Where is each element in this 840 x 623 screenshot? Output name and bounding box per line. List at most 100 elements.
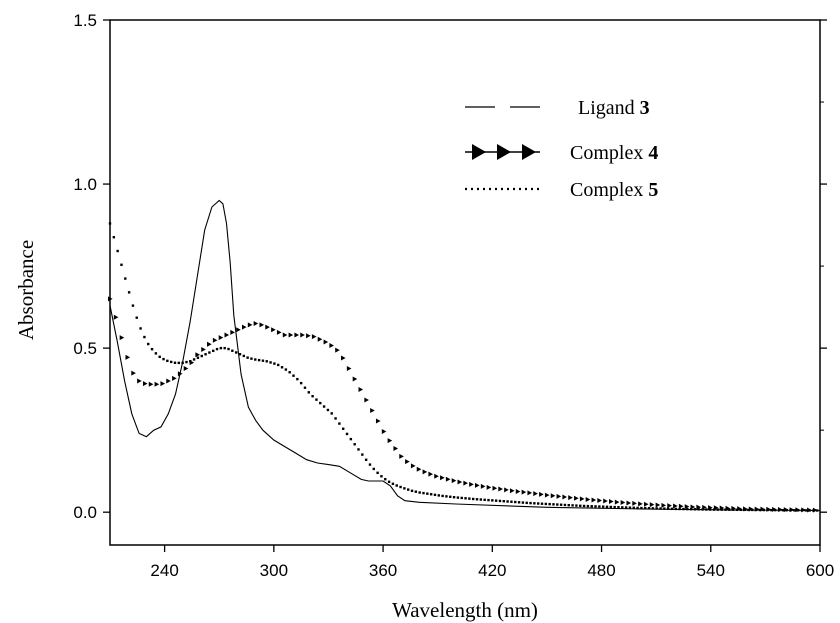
complex-5-point-23: [196, 356, 200, 359]
y-tick-label-0: 0.0: [73, 503, 97, 522]
complex-4-point-82: [585, 496, 591, 502]
complex-5-point-131: [609, 505, 613, 509]
complex-4-point-57: [440, 475, 445, 481]
complex-5-point-60: [338, 422, 341, 425]
complex-4-point-108: [737, 506, 742, 512]
complex-5-point-164: [735, 508, 739, 511]
complex-5-point-12: [154, 352, 158, 355]
complex-4-point-40: [341, 355, 346, 361]
complex-5-point-165: [739, 508, 743, 512]
complex-4-point-26: [259, 322, 265, 328]
complex-5-point-59: [334, 417, 337, 420]
complex-5-point-0: [108, 222, 112, 225]
complex-4-point-35: [311, 334, 317, 340]
complex-5-point-133: [617, 506, 620, 509]
complex-4-point-43: [358, 386, 364, 392]
complex-5-point-105: [510, 500, 513, 503]
complex-5-point-113: [540, 502, 544, 505]
complex-5-point-20: [185, 360, 188, 364]
complex-5-point-16: [169, 360, 173, 364]
complex-4-point-20: [224, 332, 230, 338]
complex-5-point-150: [682, 507, 685, 511]
complex-5-point-146: [666, 507, 670, 510]
complex-5-point-117: [556, 503, 559, 506]
complex-5-point-45: [280, 366, 284, 369]
complex-4-point-65: [486, 484, 492, 490]
complex-5-point-104: [506, 500, 509, 503]
complex-4-point-52: [410, 463, 416, 469]
complex-5-point-185: [816, 509, 819, 512]
complex-5-point-39: [257, 358, 261, 362]
complex-5-point-21: [189, 359, 192, 363]
legend-item-ligand-3: Ligand 3: [465, 97, 650, 119]
complex-5-point-157: [709, 508, 712, 511]
complex-5-point-122: [575, 504, 578, 507]
x-tick-label-5: 540: [697, 561, 725, 580]
complex-4-point-7: [148, 381, 154, 387]
complex-5-point-47: [288, 371, 291, 374]
complex-5-point-120: [567, 503, 570, 507]
complex-5-point-158: [712, 508, 716, 511]
complex-4-point-94: [655, 502, 661, 508]
complex-4-point-24: [247, 322, 253, 328]
complex-5-point-33: [234, 351, 238, 354]
complex-4-point-45: [370, 407, 375, 413]
complex-4-point-13: [183, 365, 189, 371]
complex-5-point-155: [701, 508, 704, 511]
complex-5-point-173: [770, 508, 773, 512]
complex-5-point-176: [781, 509, 785, 512]
complex-5-point-171: [762, 508, 765, 512]
complex-5-point-169: [754, 508, 758, 512]
complex-5-point-110: [529, 501, 532, 505]
complex-4-point-19: [218, 335, 224, 341]
complex-5-point-115: [548, 502, 551, 506]
complex-5-point-78: [407, 488, 410, 491]
complex-5-point-101: [494, 499, 498, 502]
complex-5-point-54: [315, 398, 318, 401]
complex-4-point-61: [463, 480, 468, 486]
complex-4-point-58: [445, 476, 451, 482]
complex-5-point-53: [311, 394, 314, 398]
complex-4-point-67: [498, 486, 503, 492]
complex-4-point-33: [300, 332, 305, 338]
complex-5-point-123: [579, 504, 582, 507]
complex-5-point-136: [628, 506, 632, 509]
complex-5-point-22: [192, 358, 196, 361]
complex-5-point-184: [812, 509, 815, 512]
series-layer: [108, 199, 821, 513]
complex-5-point-13: [158, 355, 161, 359]
complex-4-point-68: [504, 487, 509, 493]
complex-5-point-175: [777, 508, 781, 512]
legend-label-complex-5: Complex 5: [570, 179, 658, 201]
complex-5-point-72: [384, 478, 387, 481]
complex-5-point-24: [200, 354, 203, 358]
complex-5-point-106: [514, 500, 517, 504]
complex-4-point-59: [451, 478, 457, 484]
complex-4-point-44: [364, 397, 369, 403]
complex-5-point-135: [624, 506, 628, 509]
complex-5-point-38: [254, 358, 257, 361]
complex-4-point-32: [294, 332, 300, 338]
complex-5-point-58: [330, 412, 333, 415]
complex-4-point-18: [212, 337, 218, 343]
complex-4-point-80: [574, 495, 579, 501]
y-tick-label-1: 0.5: [73, 339, 97, 358]
complex-5-point-116: [552, 503, 555, 506]
complex-4-point-22: [236, 327, 241, 333]
complex-5-point-172: [766, 508, 769, 512]
complex-5-point-98: [483, 498, 486, 502]
series-complex-4: [108, 296, 818, 513]
complex-4-point-2: [119, 335, 125, 341]
complex-5-point-128: [598, 505, 601, 508]
complex-5-point-129: [601, 505, 605, 508]
complex-5-point-103: [502, 500, 505, 503]
complex-5-point-174: [774, 508, 777, 512]
complex-4-point-70: [515, 488, 521, 494]
series-line-ligand-3: [109, 199, 821, 512]
complex-5-point-3: [120, 263, 123, 266]
complex-5-point-90: [452, 496, 456, 499]
complex-5-point-34: [238, 352, 242, 356]
complex-5-point-68: [368, 463, 372, 466]
complex-5-point-61: [342, 427, 345, 430]
complex-5-point-124: [582, 504, 586, 508]
